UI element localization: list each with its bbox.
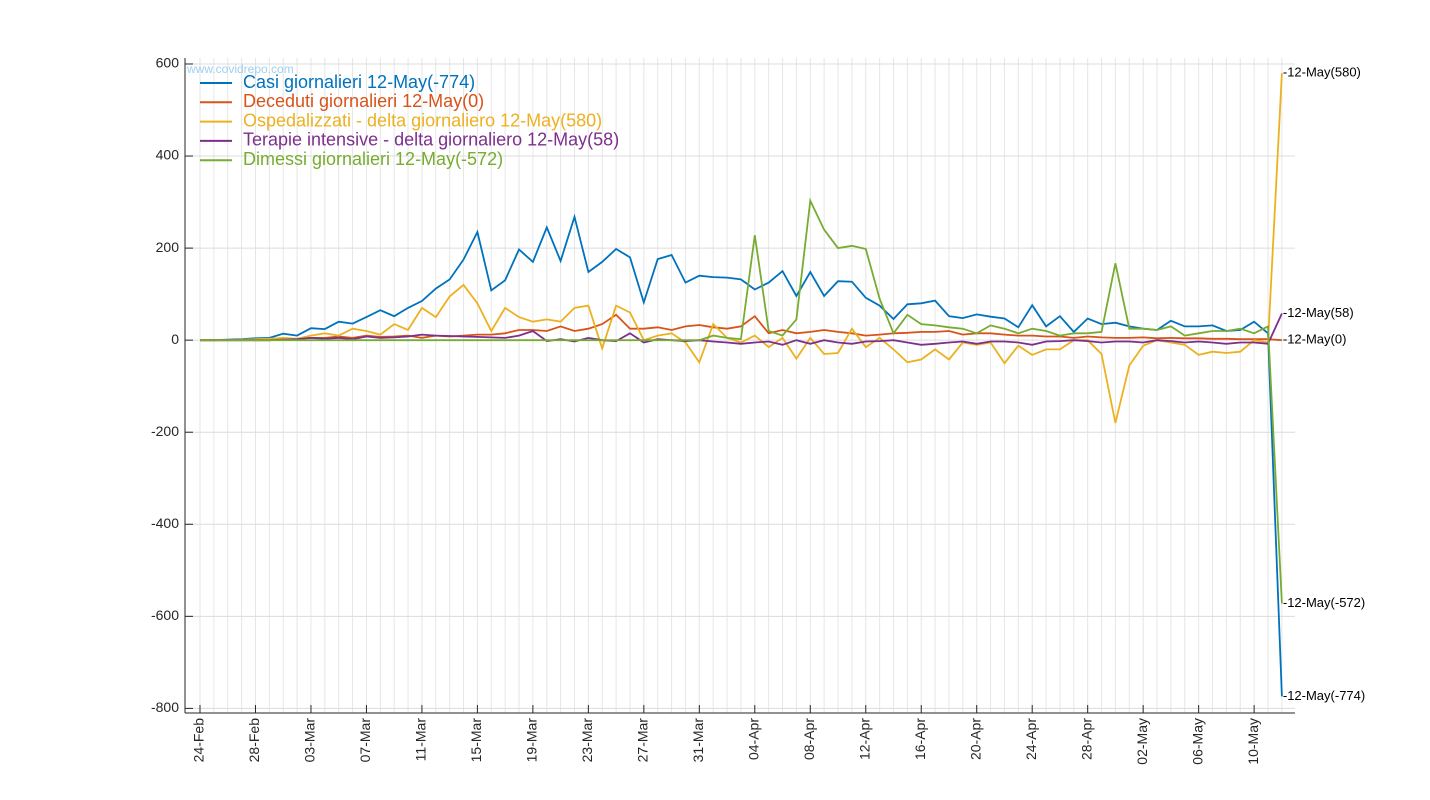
- x-tick-label: 24-Apr: [1023, 718, 1039, 760]
- x-tick-label: 23-Mar: [579, 718, 595, 763]
- x-tick-label: 07-Mar: [357, 718, 373, 763]
- series-line: [200, 213, 1283, 697]
- x-tick-label: 06-May: [1189, 718, 1205, 765]
- end-label: -12-May(58): [1283, 305, 1354, 320]
- legend-label: Deceduti giornalieri 12-May(0): [243, 91, 484, 111]
- series-line: [200, 313, 1282, 342]
- y-tick-label: -200: [151, 423, 179, 439]
- y-tick-label: -400: [151, 515, 179, 531]
- plot: [185, 58, 1295, 713]
- series-line: [200, 73, 1283, 424]
- y-tick-label: 0: [171, 331, 179, 347]
- legend-label: Casi giornalieri 12-May(-774): [243, 72, 475, 92]
- y-tick-label: -600: [151, 607, 179, 623]
- x-tick-label: 28-Feb: [246, 718, 262, 763]
- y-tick-label: 600: [156, 55, 180, 71]
- y-tick-label: 200: [156, 239, 180, 255]
- x-tick-label: 31-Mar: [690, 718, 706, 763]
- x-tick-label: 11-Mar: [413, 718, 429, 762]
- x-tick-label: 04-Apr: [746, 718, 762, 760]
- y-tick-label: 400: [156, 147, 180, 163]
- end-label: -12-May(-572): [1283, 595, 1365, 610]
- end-label: -12-May(-774): [1283, 688, 1365, 703]
- x-tick-label: 27-Mar: [635, 718, 651, 763]
- watermark: www.covidrepo.com: [186, 62, 294, 76]
- x-tick-label: 02-May: [1134, 718, 1150, 765]
- x-tick-label: 03-Mar: [302, 718, 318, 763]
- x-tick-label: 12-Apr: [856, 718, 872, 760]
- end-label: -12-May(580): [1283, 65, 1361, 80]
- x-tick-label: 08-Apr: [801, 718, 817, 760]
- overlay: 24-Feb 28-Feb 03-Mar 07-Mar 11-Mar 15-Mar 19-M…: [151, 55, 1365, 765]
- x-tick-label: 10-May: [1245, 718, 1261, 765]
- end-label: -12-May(0): [1283, 332, 1347, 347]
- y-tick-label: -800: [151, 699, 179, 715]
- x-tick-label: 28-Apr: [1078, 718, 1094, 760]
- legend-label: Dimessi giornalieri 12-May(-572): [243, 149, 503, 169]
- x-tick-label: 24-Feb: [191, 718, 207, 763]
- x-tick-label: 19-Mar: [524, 718, 540, 763]
- legend-label: Ospedalizzati - delta giornaliero 12-May…: [243, 110, 602, 130]
- series-line: [200, 313, 1283, 346]
- series-line: [200, 197, 1283, 604]
- x-tick-label: 20-Apr: [967, 718, 983, 760]
- legend-label: Terapie intensive - delta giornaliero 12…: [243, 130, 619, 150]
- x-tick-label: 15-Mar: [468, 718, 484, 763]
- x-tick-label: 16-Apr: [912, 718, 928, 760]
